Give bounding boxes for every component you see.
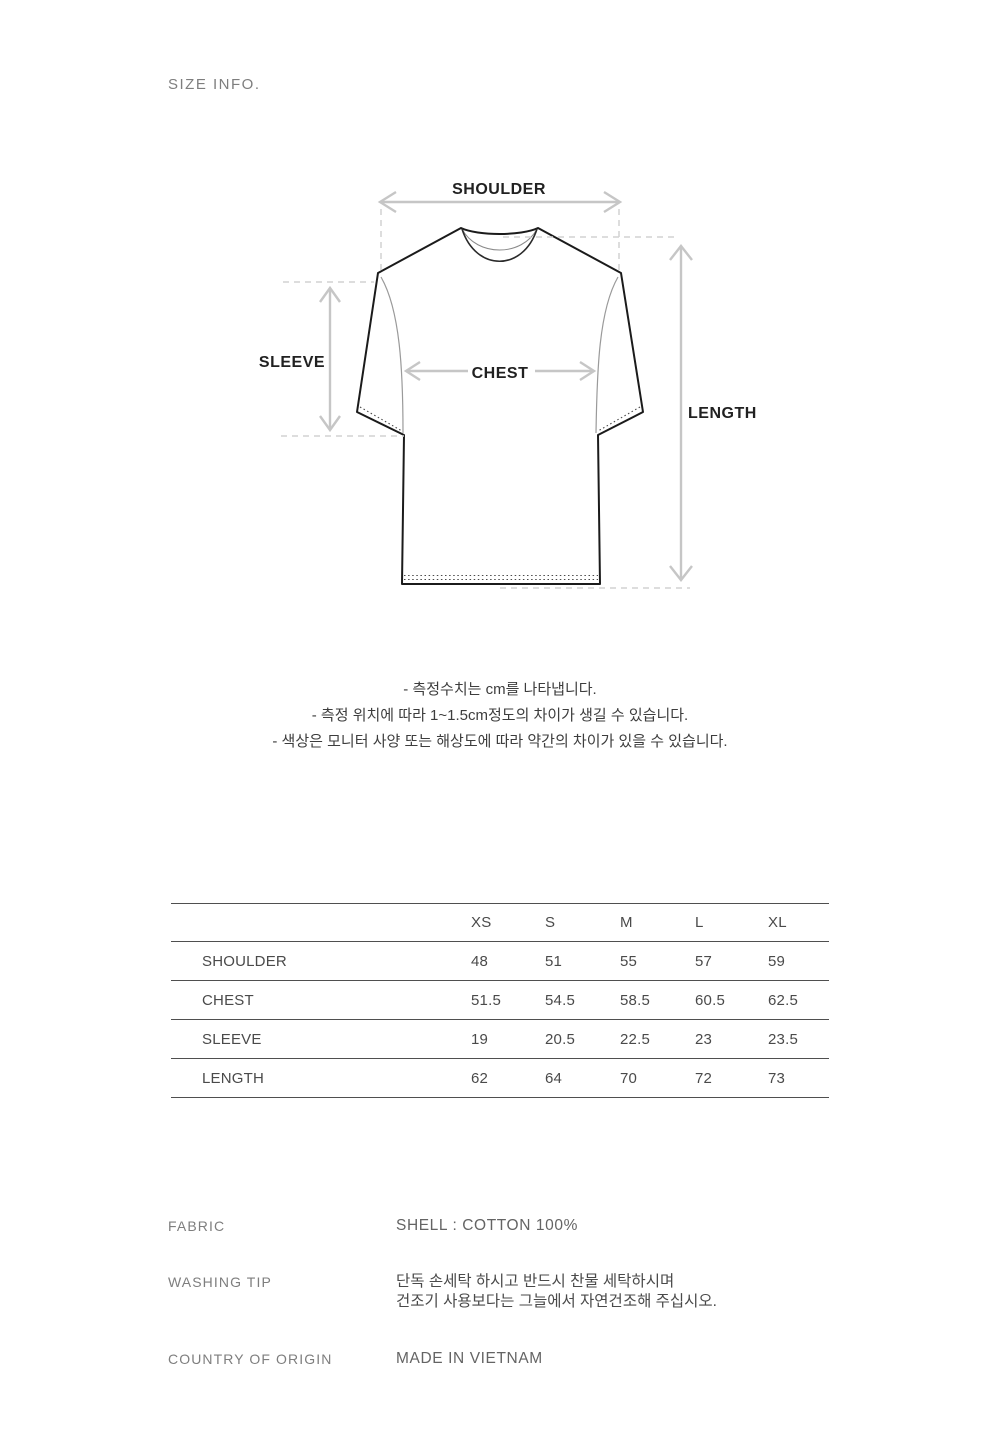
fabric-row: FABRIC SHELL : COTTON 100% <box>168 1216 868 1236</box>
cell-value: 54.5 <box>545 991 575 1009</box>
tshirt-armhole-seam-left <box>380 276 404 434</box>
chest-arrow <box>403 360 597 382</box>
chest-label: CHEST <box>472 365 529 382</box>
table-row-length: LENGTH 62 64 70 72 73 <box>171 1059 829 1098</box>
table-row-shoulder: SHOULDER 48 51 55 57 59 <box>171 942 829 981</box>
row-label: LENGTH <box>202 1069 265 1087</box>
cell-value: 62.5 <box>768 991 798 1009</box>
fabric-value: SHELL : COTTON 100% <box>396 1217 578 1234</box>
cell-value: 57 <box>695 952 713 970</box>
size-column-header: L <box>695 914 704 931</box>
tshirt-measurement-diagram: SHOULDER SLEEVE CHEST LENGTH <box>259 181 757 589</box>
tshirt-body-outline <box>356 227 644 585</box>
country-of-origin-value: MADE IN VIETNAM <box>396 1350 543 1367</box>
cell-value: 23 <box>695 1030 713 1048</box>
size-column-header: M <box>620 914 633 931</box>
cell-value: 60.5 <box>695 991 725 1009</box>
size-column-header: XS <box>471 914 492 931</box>
tshirt-armhole-seam-right <box>595 276 619 434</box>
washing-tip-line: 단독 손세탁 하시고 반드시 찬물 세탁하시며 <box>396 1273 675 1290</box>
page-title: SIZE INFO. <box>168 76 261 93</box>
measurement-guides <box>281 209 690 589</box>
country-of-origin-label: COUNTRY OF ORIGIN <box>168 1351 333 1367</box>
size-column-header: XL <box>768 914 787 931</box>
size-table: XS S M L XL SHOULDER 48 51 55 57 59 CHES… <box>171 903 829 1098</box>
cell-value: 73 <box>768 1069 786 1087</box>
sleeve-arrow <box>319 285 341 433</box>
length-arrow <box>669 244 693 582</box>
cell-value: 48 <box>471 952 489 970</box>
note-line: - 측정수치는 cm를 나타냅니다. <box>403 681 597 698</box>
cell-value: 72 <box>695 1069 713 1087</box>
note-line: - 색상은 모니터 사양 또는 해상도에 따라 약간의 차이가 있을 수 있습니… <box>272 733 728 750</box>
size-column-header: S <box>545 914 556 931</box>
cell-value: 19 <box>471 1030 489 1048</box>
washing-tip-row: WASHING TIP 단독 손세탁 하시고 반드시 찬물 세탁하시며 건조기 … <box>168 1272 868 1312</box>
washing-tip-label: WASHING TIP <box>168 1274 272 1290</box>
washing-tip-value: 단독 손세탁 하시고 반드시 찬물 세탁하시며 건조기 사용보다는 그늘에서 자… <box>396 1272 717 1312</box>
cell-value: 62 <box>471 1069 489 1087</box>
table-row-sleeve: SLEEVE 19 20.5 22.5 23 23.5 <box>171 1020 829 1059</box>
note-line: - 측정 위치에 따라 1~1.5cm정도의 차이가 생길 수 있습니다. <box>311 707 689 724</box>
cell-value: 59 <box>768 952 786 970</box>
cell-value: 23.5 <box>768 1030 798 1048</box>
tshirt-neckline <box>461 228 538 263</box>
measurement-notes: - 측정수치는 cm를 나타냅니다. - 측정 위치에 따라 1~1.5cm정도… <box>0 677 1000 755</box>
sleeve-label: SLEEVE <box>259 354 325 371</box>
cell-value: 51.5 <box>471 991 501 1009</box>
size-table-corner-cell <box>171 904 471 942</box>
row-label: SHOULDER <box>202 952 287 970</box>
table-row-chest: CHEST 51.5 54.5 58.5 60.5 62.5 <box>171 981 829 1020</box>
cell-value: 55 <box>620 952 638 970</box>
cell-value: 22.5 <box>620 1030 650 1048</box>
cell-value: 70 <box>620 1069 638 1087</box>
length-label: LENGTH <box>688 405 757 422</box>
cell-value: 20.5 <box>545 1030 575 1048</box>
country-of-origin-row: COUNTRY OF ORIGIN MADE IN VIETNAM <box>168 1349 868 1369</box>
cell-value: 58.5 <box>620 991 650 1009</box>
measurement-arrows <box>319 190 693 582</box>
cell-value: 51 <box>545 952 563 970</box>
size-table-header-row: XS S M L XL <box>171 903 829 942</box>
tshirt-sketch <box>356 227 644 585</box>
washing-tip-line: 건조기 사용보다는 그늘에서 자연건조해 주십시오. <box>396 1293 717 1310</box>
shoulder-label: SHOULDER <box>452 181 546 198</box>
fabric-label: FABRIC <box>168 1218 226 1234</box>
tshirt-collar-rib-line <box>461 228 538 251</box>
row-label: CHEST <box>202 991 254 1009</box>
cell-value: 64 <box>545 1069 563 1087</box>
shoulder-arrow <box>377 190 623 214</box>
row-label: SLEEVE <box>202 1030 262 1048</box>
